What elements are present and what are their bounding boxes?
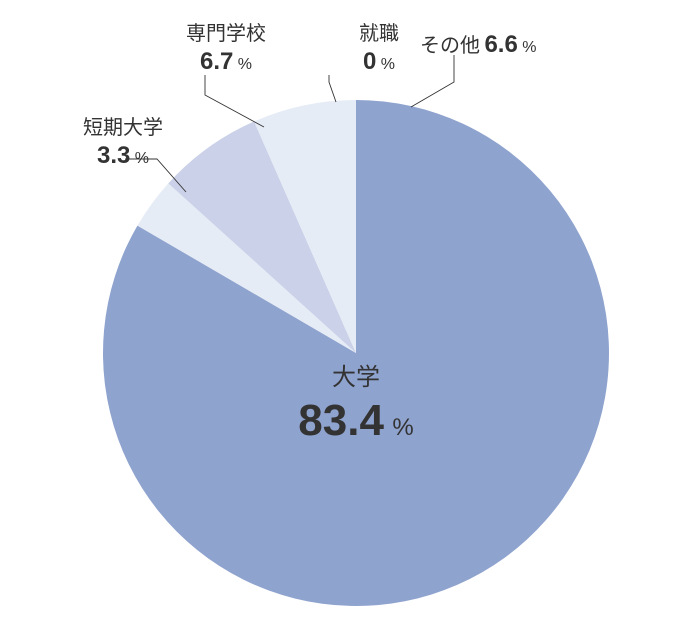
outer-label-value: 0: [363, 48, 376, 75]
outer-label: 専門学校6.7 %: [156, 22, 296, 77]
outer-label-unit: %: [238, 56, 252, 73]
outer-label-text: 短期大学: [53, 116, 193, 141]
outer-label-unit: %: [381, 56, 395, 73]
outer-label-unit: %: [135, 150, 149, 167]
pie-chart-svg: [0, 0, 680, 627]
outer-label: 短期大学3.3 %: [53, 116, 193, 171]
outer-label-value: 6.6: [484, 31, 517, 58]
outer-label: その他 6.6 %: [420, 30, 537, 60]
leader-line: [205, 75, 264, 127]
outer-label-value-line: 6.7 %: [156, 47, 296, 77]
outer-label-value: 3.3: [97, 142, 130, 169]
center-label-value: 83.4: [298, 396, 384, 445]
outer-label-text: 専門学校: [156, 22, 296, 47]
leader-line: [329, 75, 336, 102]
outer-label-text: その他: [420, 35, 480, 57]
pie-chart-container: 大学 83.4 % 短期大学3.3 %専門学校6.7 %就職0 %その他 6.6…: [0, 0, 680, 627]
outer-label-value-line: 3.3 %: [53, 141, 193, 171]
center-label-value-line: 83.4 %: [246, 393, 466, 448]
center-label: 大学 83.4 %: [246, 363, 466, 448]
outer-label-unit: %: [522, 39, 536, 56]
center-label-unit: %: [392, 414, 413, 441]
outer-label-value: 6.7: [200, 48, 233, 75]
center-label-text: 大学: [246, 363, 466, 393]
